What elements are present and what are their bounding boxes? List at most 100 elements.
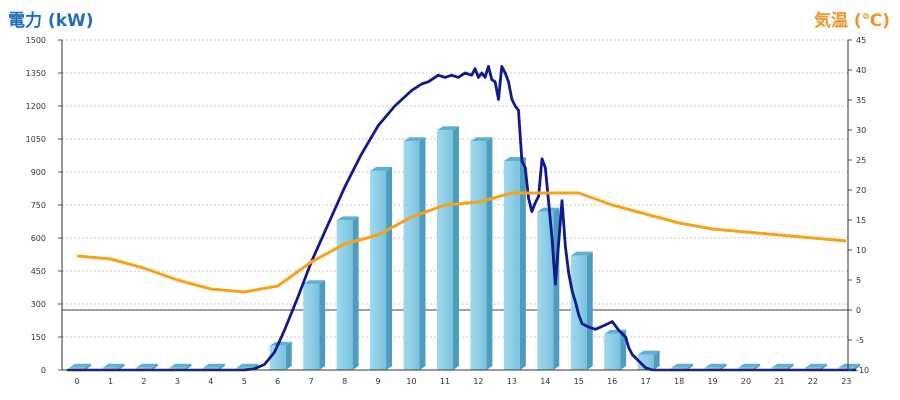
x-tick-label: 7 [309,377,314,386]
power-line [244,65,653,372]
right-tick-label: 0 [856,306,861,315]
x-tick-label: 23 [841,377,851,386]
bar-side [586,251,593,370]
bar-side [218,363,225,370]
bar-front [336,220,353,370]
bar-side [820,363,827,370]
bar-top [804,363,827,368]
bar-top [202,363,225,368]
bar [303,280,326,370]
bar-front [604,333,621,370]
x-tick-label: 16 [607,377,617,386]
bar-top [838,363,861,368]
bar-side [787,363,794,370]
right-tick-label: 35 [856,96,866,105]
bar-side [452,126,459,370]
bar-top [303,280,326,285]
left-tick-label: 750 [31,201,46,210]
left-tick-label: 900 [31,168,46,177]
x-tick-label: 17 [641,377,651,386]
bar-side [319,280,326,370]
bar-side [519,157,526,370]
right-tick-label: 5 [856,276,861,285]
x-tick-label: 22 [808,377,818,386]
x-tick-label: 18 [674,377,684,386]
bar-side [753,363,760,370]
right-axis-title: 気温 (℃) [813,11,890,31]
bar-top [336,216,359,221]
x-tick-label: 19 [707,377,717,386]
bar-side [118,363,125,370]
bar-front [436,130,453,370]
bar-top [704,363,727,368]
bar [403,137,426,370]
bar-side [620,329,627,370]
bar [570,251,593,370]
bar-top [771,363,794,368]
bar-side [720,363,727,370]
temperature-line [76,191,847,294]
left-tick-label: 1350 [26,69,46,78]
bar-side [85,363,92,370]
bar [503,157,526,370]
bar-top [403,137,426,142]
bar-front [470,141,487,370]
bar-top [637,350,660,355]
x-tick-label: 15 [574,377,584,386]
bar-top [236,363,259,368]
left-tick-label: 150 [31,333,46,342]
x-tick-label: 5 [242,377,247,386]
right-tick-label: 45 [856,36,866,45]
bar-side [653,350,660,370]
x-tick-label: 1 [108,377,113,386]
bar-front [303,284,320,370]
x-tick-label: 0 [75,377,80,386]
bar-top [671,363,694,368]
left-tick-label: 600 [31,234,46,243]
right-tick-label: 15 [856,216,866,225]
bar-side [854,363,861,370]
bar-front [269,345,286,370]
bar [537,207,560,370]
x-tick-label: 11 [440,377,450,386]
right-tick-label: 40 [856,66,866,75]
bar-front [403,141,420,370]
bar-top [102,363,125,368]
bar [370,166,393,370]
right-tick-label: 10 [856,246,866,255]
bar [470,137,493,370]
left-tick-label: 300 [31,300,46,309]
x-tick-label: 9 [376,377,381,386]
line-layer [67,65,857,372]
x-tick-label: 12 [473,377,483,386]
x-tick-label: 21 [774,377,784,386]
x-tick-label: 8 [342,377,347,386]
x-tick-label: 3 [175,377,180,386]
x-tick-label: 10 [406,377,416,386]
right-tick-label: 20 [856,186,866,195]
bar [436,126,459,370]
bar-top [169,363,192,368]
right-tick-label: 30 [856,126,866,135]
left-tick-label: 0 [41,366,46,375]
x-tick-label: 2 [141,377,146,386]
x-tick-label: 13 [507,377,517,386]
bar-top [570,251,593,256]
bar-top [436,126,459,131]
bar [604,329,627,370]
right-tick-label: -5 [856,336,864,345]
bar-side [386,166,393,370]
bar-side [151,363,158,370]
bar-side [687,363,694,370]
bar-front [370,170,387,370]
left-tick-label: 450 [31,267,46,276]
bar-front [637,354,654,370]
bar [637,350,660,370]
axis-layer: 01503004506007509001050120013501500-10-5… [26,36,869,386]
x-tick-label: 4 [208,377,213,386]
bar-top [135,363,158,368]
left-tick-label: 1050 [26,135,46,144]
bar-side [486,137,493,370]
left-tick-label: 1500 [26,36,46,45]
